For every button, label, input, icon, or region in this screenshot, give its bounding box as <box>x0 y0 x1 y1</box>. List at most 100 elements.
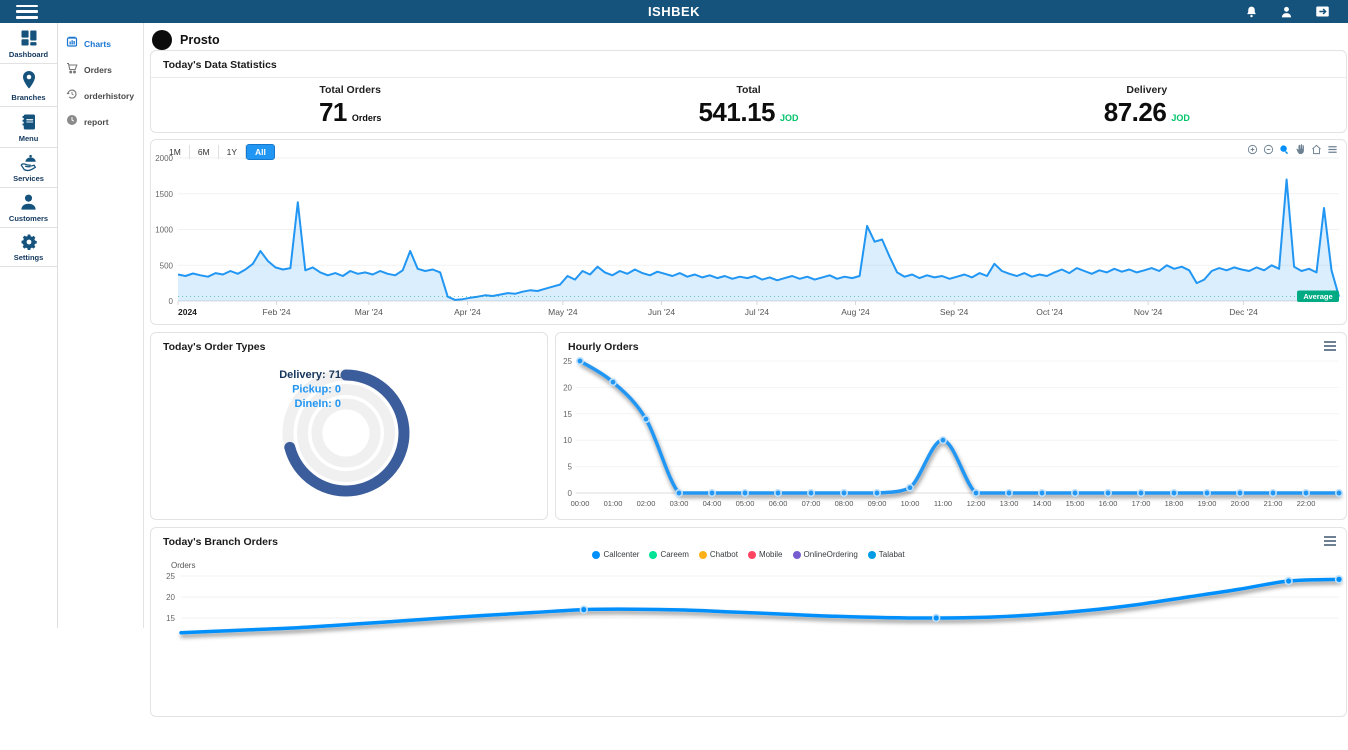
navbar: ISHBEK <box>0 0 1348 23</box>
report-icon <box>66 113 78 131</box>
svg-text:07:00: 07:00 <box>802 499 821 508</box>
svg-text:Aug '24: Aug '24 <box>841 307 870 317</box>
user-icon[interactable] <box>1280 5 1293 19</box>
legend-item-onlineordering[interactable]: OnlineOrdering <box>792 550 858 559</box>
legend-item-callcenter[interactable]: Callcenter <box>592 550 639 559</box>
sidebar-item-customers[interactable]: Customers <box>0 188 57 228</box>
zoom-out-icon[interactable] <box>1263 144 1274 155</box>
selection-zoom-icon[interactable] <box>1279 144 1290 155</box>
sidebar-item-label: Customers <box>8 214 49 223</box>
svg-text:Jul '24: Jul '24 <box>745 307 770 317</box>
stats-title: Today's Data Statistics <box>151 51 1346 78</box>
svg-text:Oct '24: Oct '24 <box>1036 307 1063 317</box>
svg-text:19:00: 19:00 <box>1198 499 1217 508</box>
svg-text:08:00: 08:00 <box>835 499 854 508</box>
stat-value: 541.15 <box>698 97 775 127</box>
branch-orders-card: Today's Branch Orders Callcenter Careem … <box>150 527 1347 717</box>
subsidebar-item-label: orderhistory <box>84 91 135 101</box>
chart-menu-icon[interactable] <box>1327 144 1338 155</box>
legend-item-chatbot[interactable]: Chatbot <box>698 550 738 559</box>
sidebar-item-services[interactable]: Services <box>0 148 57 188</box>
range-selector: 1M 6M 1Y All <box>161 144 275 160</box>
subsidebar-item-orderhistory[interactable]: orderhistory <box>58 83 143 109</box>
app-title: ISHBEK <box>647 4 701 19</box>
stat-value: 71 <box>318 97 347 127</box>
orders-timeline-card: 1M 6M 1Y All 0 500 1000 1500 2000 2024 Feb '24… <box>150 139 1347 325</box>
bell-icon[interactable] <box>1245 5 1258 19</box>
svg-text:12:00: 12:00 <box>967 499 986 508</box>
legend-item-mobile[interactable]: Mobile <box>747 550 783 559</box>
hourly-orders-card: Hourly Orders 0 5 10 15 20 25 00:00 01:00 02:00 0… <box>555 332 1347 520</box>
branch-menu-icon[interactable] <box>1324 536 1336 548</box>
subsidebar-item-report[interactable]: report <box>58 109 143 135</box>
svg-text:Pickup: 0: Pickup: 0 <box>292 384 341 396</box>
charts-icon <box>66 35 78 53</box>
svg-text:2000: 2000 <box>155 154 173 163</box>
svg-text:May '24: May '24 <box>548 307 578 317</box>
svg-text:Nov '24: Nov '24 <box>1134 307 1163 317</box>
range-button-1m[interactable]: 1M <box>161 145 190 159</box>
svg-text:25: 25 <box>563 357 572 366</box>
legend-item-talabat[interactable]: Talabat <box>867 550 905 559</box>
stat-delivery-amount: Delivery 87.26 JOD <box>1103 84 1190 127</box>
hourly-orders-chart[interactable]: 0 5 10 15 20 25 00:00 01:00 02:00 03:00 04:00 05:00… <box>556 333 1346 519</box>
subsidebar-item-label: Orders <box>84 65 112 75</box>
svg-text:01:00: 01:00 <box>604 499 623 508</box>
svg-text:09:00: 09:00 <box>868 499 887 508</box>
range-button-all[interactable]: All <box>246 144 275 160</box>
svg-text:0: 0 <box>169 297 174 306</box>
svg-text:05:00: 05:00 <box>736 499 755 508</box>
stat-unit: Orders <box>351 113 382 123</box>
chart-toolbar <box>1247 144 1338 155</box>
svg-text:500: 500 <box>160 261 174 270</box>
main-content: Prosto Today's Data Statistics Total Ord… <box>150 23 1348 717</box>
restaurant-avatar[interactable] <box>152 30 172 50</box>
svg-text:10:00: 10:00 <box>901 499 920 508</box>
order-types-chart[interactable]: Delivery: 71 Pickup: 0 DineIn: 0 <box>151 333 547 519</box>
hourly-menu-icon[interactable] <box>1324 341 1336 353</box>
svg-text:02:00: 02:00 <box>637 499 656 508</box>
svg-text:Mar '24: Mar '24 <box>355 307 383 317</box>
svg-text:Jun '24: Jun '24 <box>648 307 675 317</box>
restaurant-name: Prosto <box>180 33 220 47</box>
sidebar-item-label: Branches <box>11 93 46 102</box>
subsidebar-item-orders[interactable]: Orders <box>58 57 143 83</box>
svg-text:06:00: 06:00 <box>769 499 788 508</box>
sidebar-item-label: Dashboard <box>8 50 49 59</box>
sidebar-item-menu[interactable]: Menu <box>0 107 57 148</box>
home-icon[interactable] <box>1311 144 1322 155</box>
subsidebar-item-label: Charts <box>84 39 111 49</box>
sidebar-item-branches[interactable]: Branches <box>0 64 57 107</box>
range-button-1y[interactable]: 1Y <box>219 145 247 159</box>
branch-orders-chart[interactable]: Orders 25 20 15 <box>151 562 1346 750</box>
svg-text:25: 25 <box>166 572 175 581</box>
dashboard-icon <box>19 28 39 48</box>
svg-text:10: 10 <box>563 436 572 445</box>
order-types-card: Today's Order Types Delivery: 71 Pickup: … <box>150 332 548 520</box>
svg-text:Feb '24: Feb '24 <box>263 307 291 317</box>
svg-text:21:00: 21:00 <box>1264 499 1283 508</box>
pan-icon[interactable] <box>1295 144 1306 155</box>
menu-icon[interactable] <box>16 4 38 19</box>
zoom-in-icon[interactable] <box>1247 144 1258 155</box>
svg-text:18:00: 18:00 <box>1165 499 1184 508</box>
svg-text:11:00: 11:00 <box>934 499 952 508</box>
legend-item-careem[interactable]: Careem <box>649 550 689 559</box>
svg-text:Average: Average <box>1303 292 1332 301</box>
order-types-title: Today's Order Types <box>163 341 266 353</box>
branch-orders-title: Today's Branch Orders <box>163 536 278 548</box>
stat-value: 87.26 <box>1103 97 1167 127</box>
range-button-6m[interactable]: 6M <box>190 145 219 159</box>
menu-book-icon <box>20 112 38 132</box>
sidebar-item-dashboard[interactable]: Dashboard <box>0 23 57 64</box>
svg-text:Orders: Orders <box>171 562 195 570</box>
subsidebar-item-charts[interactable]: Charts <box>58 31 143 57</box>
logout-icon[interactable] <box>1315 5 1330 18</box>
sidebar-item-label: Menu <box>18 134 39 143</box>
stat-total-orders: Total Orders 71 Orders <box>318 84 382 127</box>
stat-total-amount: Total 541.15 JOD <box>698 84 799 127</box>
secondary-sidebar: Charts Orders orderhistory report <box>58 23 144 628</box>
stats-card: Today's Data Statistics Total Orders 71 O… <box>150 50 1347 133</box>
orders-timeline-chart[interactable]: 0 500 1000 1500 2000 2024 Feb '24 Mar '24 Apr '2… <box>151 140 1346 324</box>
sidebar-item-settings[interactable]: Settings <box>0 228 57 267</box>
